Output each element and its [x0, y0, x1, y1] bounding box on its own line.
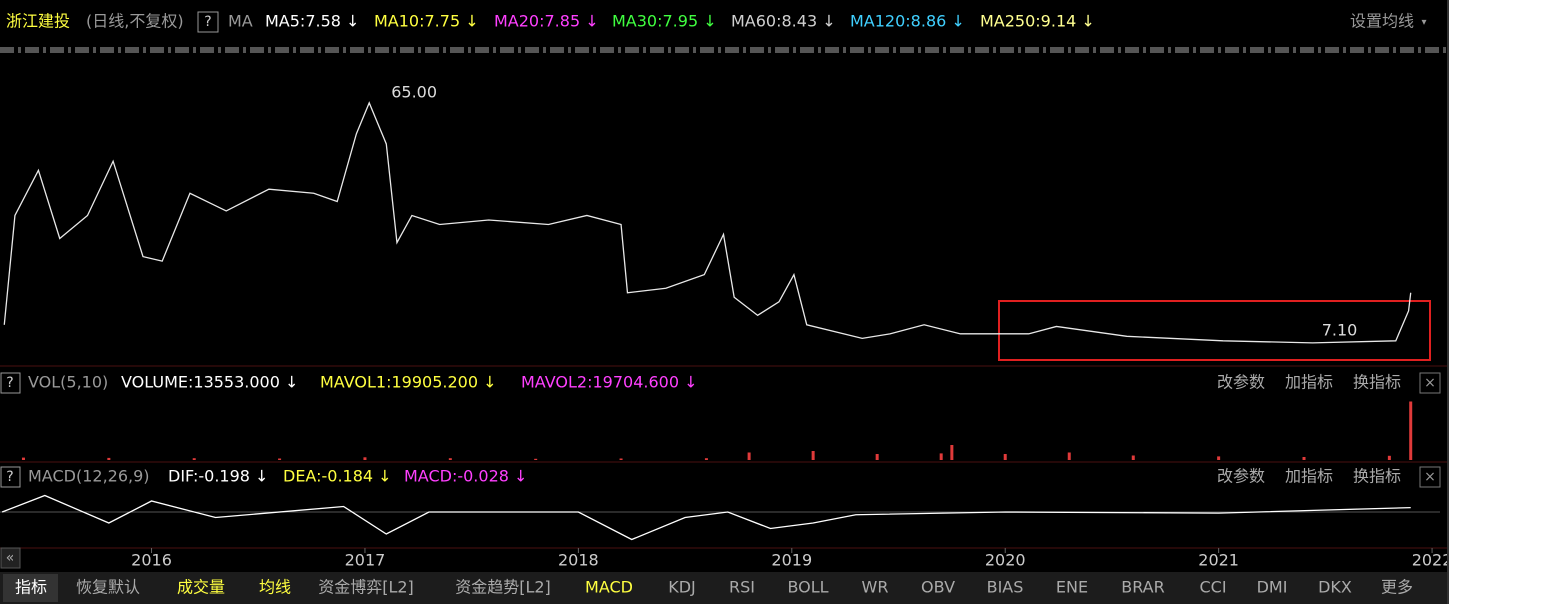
panel-button[interactable]: 换指标	[1353, 373, 1401, 392]
tab[interactable]: BOLL	[787, 578, 828, 597]
ma-value: MA20:7.85 ↓	[494, 12, 599, 31]
volume-bar	[1067, 452, 1071, 460]
close-icon: ×	[1424, 375, 1436, 391]
highlight-box	[998, 300, 1431, 361]
tab[interactable]: 资金趋势[L2]	[455, 578, 551, 597]
indicator-value: MACD:-0.028 ↓	[404, 467, 527, 486]
x-tick-label: 2017	[345, 551, 386, 570]
tab[interactable]: MACD	[585, 578, 633, 597]
indicator-value: DEA:-0.184 ↓	[283, 467, 392, 486]
volume-bar	[1131, 455, 1135, 460]
ma-value: MA5:7.58 ↓	[265, 12, 359, 31]
volume-bar	[107, 457, 111, 460]
tab[interactable]: 资金博弈[L2]	[318, 578, 414, 597]
volume-bar	[21, 457, 25, 460]
x-tick-label: 2016	[131, 551, 172, 570]
edge	[1447, 0, 1449, 604]
indicator-value: VOL(5,10)	[28, 373, 108, 392]
price-line	[1, 494, 1411, 541]
volume-bar	[1409, 401, 1413, 460]
plot-area: 65.00 7.10 2016 2017 2018 2019 2020 2021 2022	[0, 82, 1453, 570]
help-box[interactable]	[197, 11, 219, 33]
tab[interactable]: OBV	[921, 578, 955, 597]
indicator-value: DIF:-0.198 ↓	[168, 467, 268, 486]
tab-active	[3, 574, 58, 602]
indicator-value: MAVOL2:19704.600 ↓	[521, 373, 697, 392]
close-icon: ×	[1424, 469, 1436, 485]
panel-button[interactable]: 改参数	[1217, 467, 1265, 486]
volume-bar	[1217, 456, 1221, 460]
x-tick-label: 2019	[771, 551, 812, 570]
close-button[interactable]	[1419, 466, 1441, 488]
price-annotation: 7.10	[1322, 320, 1358, 339]
indicator: MA	[228, 12, 253, 31]
tab[interactable]: RSI	[729, 578, 755, 597]
volume-bar	[192, 458, 196, 460]
indicator-value: MAVOL1:19905.200 ↓	[320, 373, 496, 392]
price-annotation: 65.00	[391, 82, 437, 101]
x-tick-label: 2022	[1412, 551, 1453, 570]
tab[interactable]: WR	[862, 578, 889, 597]
ma-value: MA250:9.14 ↓	[980, 12, 1095, 31]
panel-button[interactable]: 换指标	[1353, 467, 1401, 486]
volume-bar	[534, 458, 538, 460]
tab[interactable]: CCI	[1199, 578, 1226, 597]
settings[interactable]: 设置均线	[1350, 12, 1414, 31]
x-tick-label: 2018	[558, 551, 599, 570]
tab[interactable]: DKX	[1318, 578, 1352, 597]
tab[interactable]: DMI	[1257, 578, 1288, 597]
period: (日线,不复权)	[86, 12, 184, 31]
volume-bar	[1387, 455, 1391, 460]
price-line	[3, 101, 1412, 344]
volume-bar	[939, 453, 943, 460]
ma-value: MA60:8.43 ↓	[731, 12, 836, 31]
volume-bar	[747, 452, 751, 460]
tab[interactable]: 成交量	[177, 578, 225, 597]
stock-name: 浙江建投	[6, 12, 70, 31]
volume-bar	[875, 454, 879, 460]
help-box[interactable]	[0, 466, 21, 488]
volume-bar	[1302, 457, 1306, 460]
scroll-button[interactable]	[0, 547, 21, 569]
panel-button[interactable]: 改参数	[1217, 373, 1265, 392]
help: ?	[204, 14, 211, 30]
indicator-value: VOLUME:13553.000 ↓	[121, 373, 298, 392]
panel-button[interactable]: 加指标	[1285, 373, 1333, 392]
volume-bar	[448, 458, 452, 460]
volume-bar	[619, 458, 623, 460]
tab[interactable]: BRAR	[1121, 578, 1165, 597]
volume-bar	[278, 458, 282, 460]
tab[interactable]: BIAS	[987, 578, 1024, 597]
help: ?	[6, 375, 13, 391]
panel-button[interactable]: 加指标	[1285, 467, 1333, 486]
settings-caret: ▾	[1421, 17, 1426, 28]
x-tick-label: 2021	[1198, 551, 1239, 570]
help: ?	[6, 469, 13, 485]
volume-bar	[811, 451, 815, 460]
indicator-value: MACD(12,26,9)	[28, 467, 150, 486]
close-button[interactable]	[1419, 372, 1441, 394]
volume-bar	[363, 457, 367, 460]
tab[interactable]: KDJ	[668, 578, 696, 597]
tab[interactable]: 更多	[1381, 578, 1413, 597]
x-tick-label: 2020	[985, 551, 1026, 570]
tab[interactable]: ENE	[1056, 578, 1088, 597]
ma-value: MA30:7.95 ↓	[612, 12, 717, 31]
volume-bar	[1003, 454, 1007, 460]
help-box[interactable]	[0, 372, 21, 394]
scroll-icon: «	[6, 550, 15, 566]
volume-bar	[950, 445, 954, 460]
tab-bar	[0, 572, 1447, 604]
ma-value: MA10:7.75 ↓	[374, 12, 479, 31]
ma-value: MA120:8.86 ↓	[850, 12, 965, 31]
tab[interactable]: 均线	[259, 578, 291, 597]
tab[interactable]: 指标	[15, 578, 47, 597]
volume-bar	[704, 458, 708, 460]
tab[interactable]: 恢复默认	[76, 578, 140, 597]
